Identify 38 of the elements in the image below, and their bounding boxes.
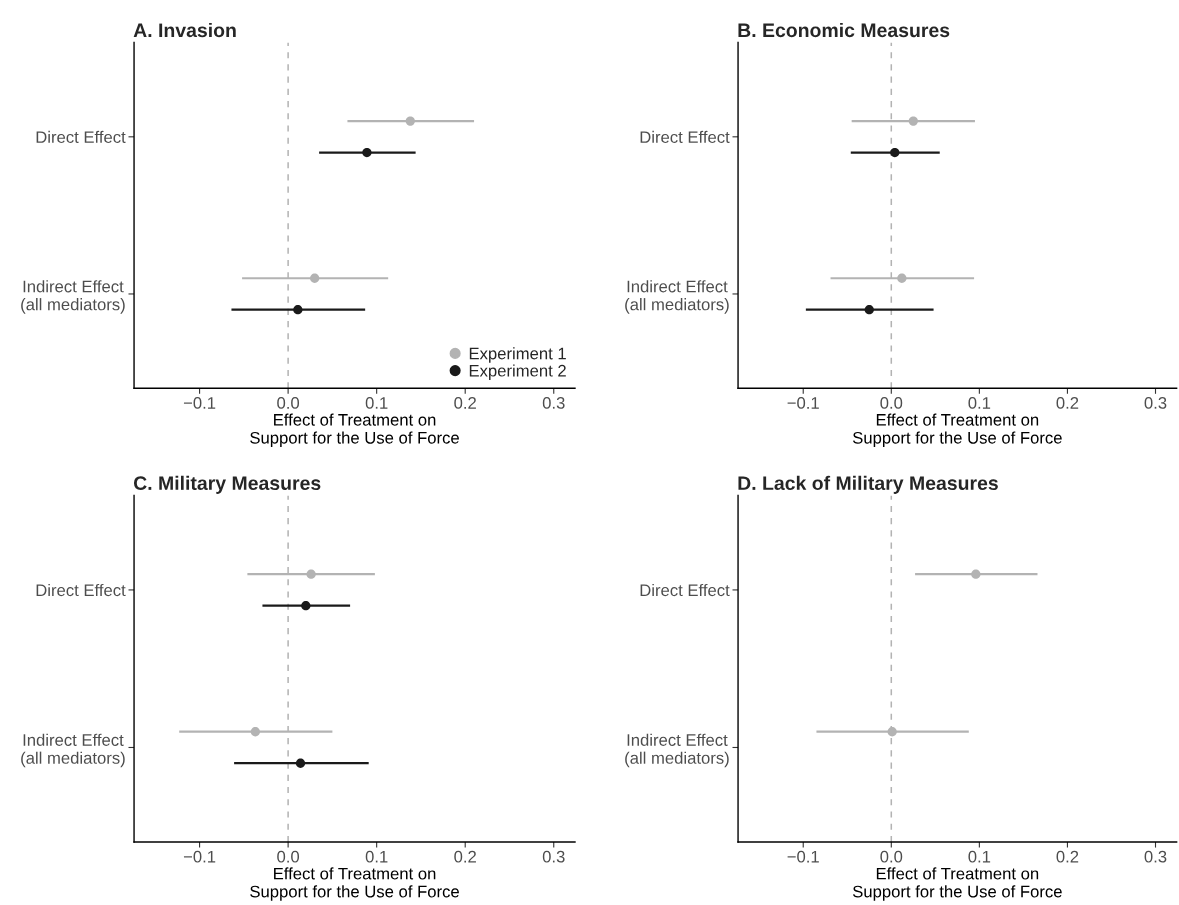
x-axis-title: Effect of Treatment on Support for the Use of Force	[852, 867, 1062, 901]
x-tick-label: 0.2	[454, 850, 476, 863]
y-tick-label: Indirect Effect (all mediators)	[21, 280, 125, 314]
x-tick-label: 0.0	[277, 397, 300, 409]
x-tick-label: 0.1	[968, 397, 991, 409]
chart-title: C. Military Measures	[133, 475, 321, 494]
x-tick-label: 0.3	[1144, 850, 1167, 863]
legend-label: Experiment 1	[469, 347, 566, 363]
x-axis-title: Effect of Treatment on Support for the Use of Force	[250, 867, 459, 901]
y-tick-label: Indirect Effect (all mediators)	[625, 733, 729, 768]
x-tick-label: 0.2	[1056, 397, 1079, 409]
y-tick-label: Direct Effect	[640, 583, 730, 597]
x-tick-label: 0.1	[365, 850, 388, 863]
x-tick-label: 0.1	[968, 850, 991, 863]
x-tick-label: −0.1	[787, 397, 819, 409]
y-tick-label: Direct Effect	[640, 130, 730, 144]
y-tick-label: Indirect Effect (all mediators)	[625, 280, 729, 314]
x-tick-label: 0.3	[542, 850, 565, 863]
x-tick-label: −0.1	[787, 850, 819, 863]
x-tick-label: −0.1	[183, 397, 216, 409]
x-tick-label: −0.1	[183, 850, 216, 863]
y-tick-label: Indirect Effect (all mediators)	[21, 733, 125, 768]
x-tick-label: 0.0	[880, 397, 903, 409]
chart-title: D. Lack of Military Measures	[738, 475, 998, 494]
x-tick-label: 0.2	[454, 397, 476, 409]
x-tick-label: 0.0	[277, 850, 300, 863]
y-tick-label: Direct Effect	[36, 583, 126, 597]
y-tick-label: Direct Effect	[36, 130, 126, 144]
chart-title: B. Economic Measures	[738, 22, 950, 38]
x-tick-label: 0.3	[1144, 397, 1167, 409]
chart-title: A. Invasion	[133, 22, 236, 38]
x-axis-title: Effect of Treatment on Support for the Use of Force	[852, 413, 1062, 447]
x-tick-label: 0.2	[1056, 850, 1079, 863]
legend-label: Experiment 2	[469, 364, 566, 380]
x-axis-title: Effect of Treatment on Support for the Use of Force	[250, 413, 459, 447]
x-tick-label: 0.3	[542, 397, 565, 409]
x-tick-label: 0.0	[880, 850, 903, 863]
x-tick-label: 0.1	[365, 397, 388, 409]
